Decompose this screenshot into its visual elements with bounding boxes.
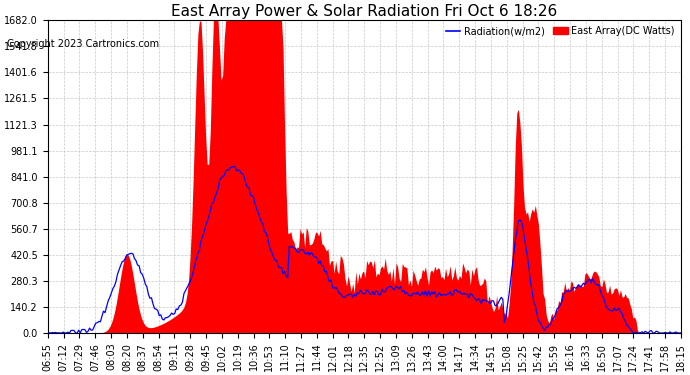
Text: Copyright 2023 Cartronics.com: Copyright 2023 Cartronics.com [7, 39, 159, 50]
Legend: Radiation(w/m2), East Array(DC Watts): Radiation(w/m2), East Array(DC Watts) [442, 22, 679, 40]
Title: East Array Power & Solar Radiation Fri Oct 6 18:26: East Array Power & Solar Radiation Fri O… [171, 4, 558, 19]
